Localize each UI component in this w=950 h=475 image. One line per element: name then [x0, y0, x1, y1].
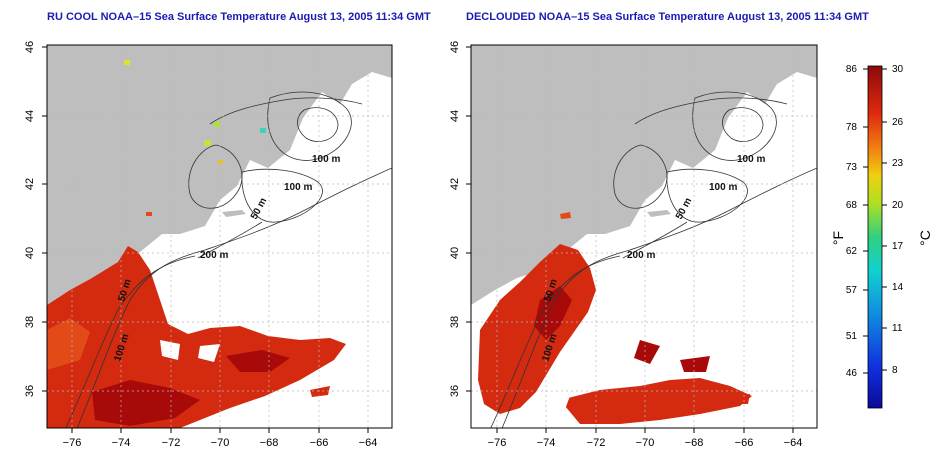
x-tick-label: −74: [112, 437, 131, 449]
contour-label: 100 m: [709, 182, 737, 193]
y-tick-label: 38: [24, 316, 36, 328]
fahrenheit-tick: 86: [846, 64, 858, 75]
x-tick-label: −64: [359, 437, 378, 449]
y-tick-label: 40: [24, 247, 36, 259]
y-tick-label: 46: [449, 41, 461, 53]
contour-label: 100 m: [284, 182, 312, 193]
x-tick-label: −66: [310, 437, 329, 449]
celsius-tick: 26: [892, 117, 904, 128]
x-tick-label: −72: [587, 437, 606, 449]
celsius-tick: 30: [892, 64, 904, 75]
celsius-unit-label: °C: [917, 230, 933, 246]
y-tick-label: 44: [24, 110, 36, 122]
x-tick-label: −68: [685, 437, 704, 449]
x-tick-label: −70: [211, 437, 230, 449]
y-tick-label: 40: [449, 247, 461, 259]
panel-left-map: 100 m 100 m 50 m 200 m 50 m 100 m −76 −7…: [24, 41, 393, 449]
x-tick-label: −66: [735, 437, 754, 449]
fahrenheit-tick: 68: [846, 200, 858, 211]
colorbar-gradient: [867, 65, 883, 409]
contour-label: 200 m: [627, 250, 655, 261]
x-tick-label: −64: [784, 437, 803, 449]
contour-label: 200 m: [200, 250, 228, 261]
fahrenheit-tick: 78: [846, 122, 858, 133]
sst-warm-left: [47, 246, 346, 428]
celsius-tick: 23: [892, 158, 904, 169]
y-tick-label: 42: [24, 178, 36, 190]
fahrenheit-tick: 57: [846, 285, 858, 296]
x-tick-label: −76: [63, 437, 82, 449]
fahrenheit-unit-label: °F: [830, 231, 846, 245]
celsius-tick: 14: [892, 282, 904, 293]
y-tick-label: 36: [449, 385, 461, 397]
fahrenheit-tick: 73: [846, 162, 858, 173]
celsius-tick: 8: [892, 365, 898, 376]
celsius-tick: 20: [892, 200, 904, 211]
contour-label: 100 m: [737, 154, 765, 165]
y-tick-label: 36: [24, 385, 36, 397]
panel-right-title: DECLOUDED NOAA–15 Sea Surface Temperatur…: [466, 11, 869, 23]
fahrenheit-tick: 46: [846, 368, 858, 379]
fahrenheit-tick: 51: [846, 331, 858, 342]
x-tick-label: −72: [162, 437, 181, 449]
x-tick-label: −76: [488, 437, 507, 449]
y-tick-label: 46: [24, 41, 36, 53]
y-tick-label: 38: [449, 316, 461, 328]
panel-right-map: 100 m 100 m 50 m 200 m 50 m 100 m −76 −7…: [449, 41, 818, 449]
fahrenheit-tick: 62: [846, 246, 858, 257]
celsius-tick: 11: [892, 323, 903, 334]
x-tick-label: −68: [260, 437, 279, 449]
land-left: [47, 45, 392, 305]
temperature-colorbar: 86 78 73 68 62 57 51 46 30 26 23 20 17 1…: [830, 64, 933, 409]
x-tick-label: −74: [537, 437, 556, 449]
y-tick-label: 44: [449, 110, 461, 122]
contour-label: 100 m: [312, 154, 340, 165]
celsius-tick: 17: [892, 241, 904, 252]
panel-left-title: RU COOL NOAA–15 Sea Surface Temperature …: [47, 11, 431, 23]
land-right: [471, 45, 817, 305]
y-tick-label: 42: [449, 178, 461, 190]
x-tick-label: −70: [636, 437, 655, 449]
